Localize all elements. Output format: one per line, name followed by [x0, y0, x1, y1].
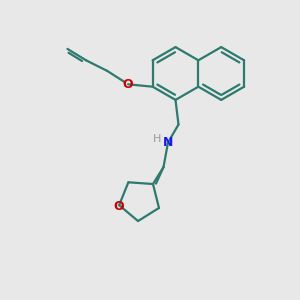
Text: O: O	[114, 200, 124, 213]
Text: H: H	[152, 134, 161, 144]
Text: N: N	[163, 136, 173, 149]
Text: O: O	[123, 78, 133, 91]
